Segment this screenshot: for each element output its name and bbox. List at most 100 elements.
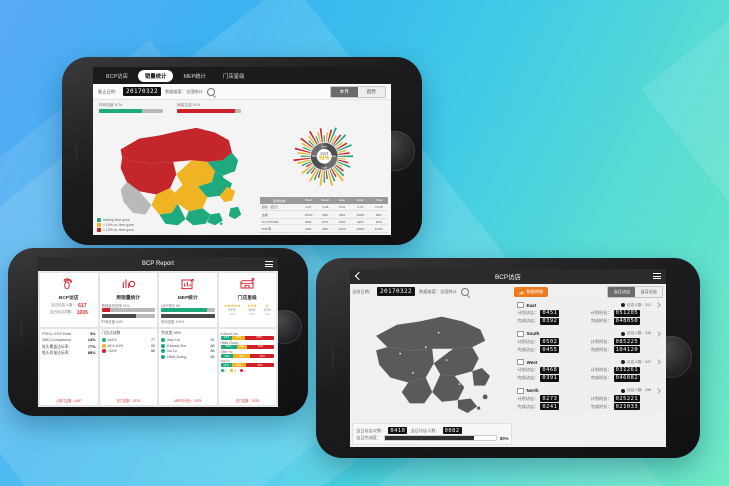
card-mep[interactable]: MEP统计 MEP得分 86 时间进度 100% [159,273,217,327]
panel-footer: 总门店数：2975 [235,399,259,403]
table-header-cell: West [299,196,318,204]
data-detail-chip[interactable]: 数据明细 [514,287,549,297]
chevron-right-icon[interactable] [655,359,661,365]
region-metrics: 计划访店： 0451 计划时长： 051205 完成访店： 0392 完成时长：… [517,309,660,325]
progress-fill-top [101,308,111,312]
region-metrics: 计划访店： 0502 计划时长： 085225 完成访店： 0455 完成时长：… [517,338,660,353]
sales-progress-label: 销量达成 91% [177,103,201,107]
metric-value: 048050 [613,317,641,325]
metric-value: 0392 [540,317,560,325]
phone-mockup-top: BCP访店 销量统计 MEP统计 门店星级 截止日期： 20170322 数据维… [62,57,422,245]
line-chart-icon [161,275,215,293]
china-map-grey[interactable] [352,298,512,422]
china-map-panel[interactable]: leading time gone < 10% vs. time gone < … [93,115,260,235]
hamburger-icon[interactable] [653,273,661,279]
radial-quadrant-north: North [321,146,327,149]
table-row: POP率 98% 99% 101% 100% 101% [259,224,388,233]
stack-segment: 53% [245,363,274,368]
radial-quadrant-east: East [331,155,336,158]
tab-mep-statistics[interactable]: MEP统计 [183,73,206,80]
region-card[interactable]: South 访店人数：438 计划访店： 0502 计划时长： 085225 完… [514,328,663,355]
date-value[interactable]: 20170322 [376,287,416,296]
status-dot [161,354,165,359]
table-cell: 101% [332,224,352,233]
legend-label-1: < 10% vs. time gone [103,223,134,227]
tab-bcp-visit[interactable]: BCP访店 [106,73,128,80]
stacked-bar: 21% 26% 53% [220,363,275,368]
region-name: North [526,388,539,393]
chevron-right-icon[interactable] [655,330,661,337]
region-card[interactable]: East 访店人数：312 计划访店： 0451 计划时长： 051205 完成… [514,300,663,327]
chevron-right-icon[interactable] [655,302,661,308]
sales-progress-track [177,109,241,113]
card-title: 周销量统计 [116,296,141,301]
status-dot [101,349,106,354]
panel-title: 完成度 98% [161,330,182,335]
hamburger-icon[interactable] [265,261,273,267]
progress-caption-bottom: 时间进度 64% [101,319,123,324]
back-chevron-icon[interactable] [354,271,364,281]
tab-sales-statistics[interactable]: 销量统计 [137,69,174,82]
region-card[interactable]: West 访店人数：347 计划访店： 0468 计划时长： 031261 完成… [514,357,663,384]
legend-dot [220,369,224,373]
tab-store-rating[interactable]: 门店星级 [222,73,245,80]
ranking-row: Iva Lo 88 [161,349,215,354]
date-value[interactable]: 20170322 [122,87,162,96]
segment-month-visits[interactable]: 当月访店 [635,287,662,297]
china-map-choropleth[interactable] [96,117,257,233]
panel-rep-ranking: 完成度 98% Step Hu 91 Edward Zhu 88 Iva Lo … [159,328,217,405]
progress-track-top [161,308,215,312]
achievement-value: 90 [151,343,155,348]
stat-visit-count: 当日访店次数： 1005 [42,310,96,316]
radial-chart[interactable]: 总达成 91% North South West East [260,116,388,197]
metric-value: 0391 [540,374,560,382]
table-cell: 5.24 [332,203,352,212]
metric-value: 0451 [540,309,560,317]
metric-plan-visits: 计划访店： 0273 [517,395,586,402]
legend-swatch-red [97,228,101,232]
time-progress-track [99,109,163,113]
star-glyphs: ★ [265,303,269,308]
chevron-right-icon[interactable] [655,387,661,394]
metric-value: 051205 [613,309,641,317]
summary-visits-label: 当日访店次数： [356,427,386,433]
legend-label-2: < 10% vs. time gone [103,228,134,232]
progress-track-bottom [101,313,155,318]
radial-center-value: 91% [319,156,330,162]
metric-label: 完成时长： [590,375,612,380]
summary-box: 当日访店次数： 0410 当日访店人数： 0082 当日完成度： 80% [352,423,513,445]
panel-footer: 总门店数：2975 [116,399,140,403]
table-cell: 目标（百万） [259,203,300,212]
time-progress-group: 时间进度 67% [99,103,163,113]
metric-value: 0241 [540,403,560,410]
legend-entry: 1 [239,369,246,373]
table-row: 达成 101% 89% 96% 103% 99% [259,210,388,219]
star-group: ★ 17% -2% [263,303,270,316]
summary-counts: 当日访店次数： 0410 当日访店人数： 0082 [356,427,508,434]
radial-chart-svg[interactable]: 总达成 91% North South West East [260,116,388,197]
rep-name: Hilda Zhang [167,354,187,359]
search-icon[interactable] [460,287,469,296]
search-icon[interactable] [206,87,215,96]
china-map-svg[interactable] [352,298,512,422]
control-row: 截止日期： 20170322 数据维度：全国统计 本月 趋势 [93,84,391,100]
metric-list: PSKU OOS Rate： 3% SBD Compliance： 14% 堆头… [42,331,96,358]
segment-trend[interactable]: 趋势 [357,86,385,97]
panel-footer: MEP平均分：2975 [174,399,202,403]
legend-dot [230,369,234,373]
metric-label: 计划时长： [590,367,612,372]
card-weekly-sales[interactable]: 周销量统计 周销量完成率 16% 时间进度 64% [99,273,157,327]
segment-today-visits[interactable]: 当日访店 [608,287,636,297]
stacked-bar-item: Edward Zhu 22% 23% 55% [220,332,275,340]
table-header-cell: East [332,196,352,204]
metric-plan-time: 计划时长： 085225 [591,338,660,345]
card-store-rating[interactable]: 门店星级 ★★★★★ 57% <2% ★★★ 26% +9% ★ 17% -2% [218,273,276,327]
stack-segment: 50% [247,344,274,349]
region-card[interactable]: North 访店人数：258 计划访店： 0273 计划时长： 025221 完… [514,385,663,412]
region-flag-icon [517,330,525,337]
table-cell: 97% [317,218,333,226]
radial-center-label: 总达成 [320,151,328,155]
card-bcp-visit[interactable]: BCP访店 当日访店人数： 617 当日访店次数： 1005 [40,273,98,327]
segment-this-month[interactable]: 本月 [330,86,358,97]
metric-done-time: 完成时长： 048050 [591,317,660,325]
